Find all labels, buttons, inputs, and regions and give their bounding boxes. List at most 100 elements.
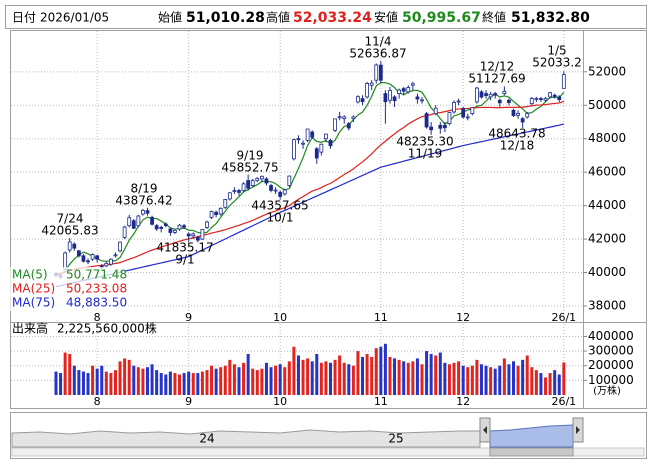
volume-bar — [205, 370, 209, 395]
volume-bar — [260, 368, 264, 395]
candle-body — [310, 131, 315, 138]
volume-bar — [232, 364, 236, 395]
candle-body — [479, 91, 484, 98]
volume-bar — [429, 354, 433, 395]
candle-body — [177, 224, 182, 230]
candle-body — [205, 221, 209, 228]
volume-bar — [168, 371, 172, 395]
x-tick-label: 26/1 — [551, 311, 576, 324]
volume-label: 出来高 — [12, 321, 48, 336]
volume-bar — [118, 361, 122, 395]
volume-bar — [383, 343, 387, 395]
candle-body — [81, 255, 86, 262]
volume-bar — [475, 359, 479, 395]
volume-bar — [113, 370, 117, 395]
x-tick-label: 10 — [273, 311, 287, 324]
volume-bar — [425, 351, 429, 395]
candle-body — [356, 96, 360, 103]
volume-bar — [127, 359, 131, 395]
y-tick-label: 400000 — [588, 329, 634, 343]
volume-bar — [443, 362, 447, 395]
volume-bar — [301, 359, 305, 395]
volume-bar — [269, 367, 273, 395]
candle-body — [195, 237, 200, 241]
volume-bar — [548, 373, 552, 395]
scrollbar[interactable] — [11, 447, 645, 457]
volume-bar — [544, 377, 548, 395]
candle-body — [264, 178, 269, 184]
candle-body — [552, 94, 557, 97]
volume-bar — [63, 352, 67, 395]
x-tick-label: 8 — [94, 395, 101, 408]
candle-body — [433, 107, 438, 115]
volume-bar — [178, 374, 182, 395]
volume-bar — [182, 373, 186, 395]
volume-bar — [365, 354, 369, 395]
volume-bar — [498, 365, 502, 395]
candle-body — [200, 228, 205, 240]
volume-bar — [397, 359, 401, 395]
volume-bar — [374, 348, 378, 395]
volume-bar — [342, 362, 346, 395]
volume-bar — [91, 365, 95, 395]
candle-body — [282, 189, 287, 195]
volume-bar — [132, 365, 136, 395]
candle-body — [529, 98, 534, 104]
volume-bar — [420, 364, 424, 395]
x-tick-label: 26/1 — [551, 395, 576, 408]
volume-bar — [246, 354, 250, 395]
volume-bar — [150, 364, 154, 395]
volume-bar — [219, 367, 223, 395]
volume-bar — [539, 373, 543, 395]
annotation-price: 41835.17 — [156, 241, 213, 255]
candle-body — [168, 228, 173, 233]
volume-bar — [512, 361, 515, 395]
volume-bar — [59, 373, 63, 395]
handle-arrow — [576, 426, 580, 434]
annotation-date: 12/18 — [500, 139, 535, 153]
candle-body — [383, 93, 388, 103]
volume-bar — [319, 362, 323, 395]
candle-body — [388, 90, 392, 101]
candle-body — [182, 225, 187, 228]
x-tick-label: 12 — [456, 395, 470, 408]
annotation-price: 42065.83 — [41, 224, 98, 238]
y-tick-label: 38000 — [588, 298, 626, 312]
candle-body — [186, 233, 191, 237]
volume-bar — [214, 368, 218, 395]
candle-body — [484, 93, 488, 96]
candle-body — [259, 175, 264, 180]
volume-bar — [191, 373, 195, 395]
volume-bar — [310, 361, 314, 395]
candle-body — [520, 118, 525, 123]
annotation-date: 1/5 — [547, 44, 566, 58]
candle-body — [72, 243, 77, 249]
candle-body — [534, 97, 539, 100]
volume-bar — [479, 364, 483, 395]
candle-body — [497, 99, 502, 104]
volume-bar — [361, 356, 365, 395]
volume-bar — [251, 368, 255, 395]
volume-bar — [296, 355, 300, 395]
volume-bar — [521, 359, 525, 395]
volume-total: 2,225,560,000株 — [57, 321, 157, 336]
candle-body — [209, 211, 214, 218]
volume-bar — [388, 356, 392, 395]
volume-bar — [324, 361, 328, 395]
volume-bar — [356, 351, 360, 395]
candle-body — [287, 175, 292, 186]
y-tick-label: 42000 — [588, 232, 626, 246]
volume-bar — [255, 370, 259, 395]
x-tick-label: 9 — [185, 395, 192, 408]
candle-body — [269, 185, 273, 191]
scrollbar-thumb[interactable] — [489, 447, 574, 457]
annotation-date: 11/4 — [365, 35, 392, 49]
volume-bar — [502, 358, 506, 395]
y-tick-label: 300000 — [588, 344, 634, 358]
annotation-price: 48235.30 — [396, 135, 453, 149]
volume-bar — [461, 365, 465, 395]
volume-bar — [228, 359, 232, 395]
header-label: 高値 — [266, 10, 290, 25]
annotation-date: 9/1 — [175, 253, 194, 267]
